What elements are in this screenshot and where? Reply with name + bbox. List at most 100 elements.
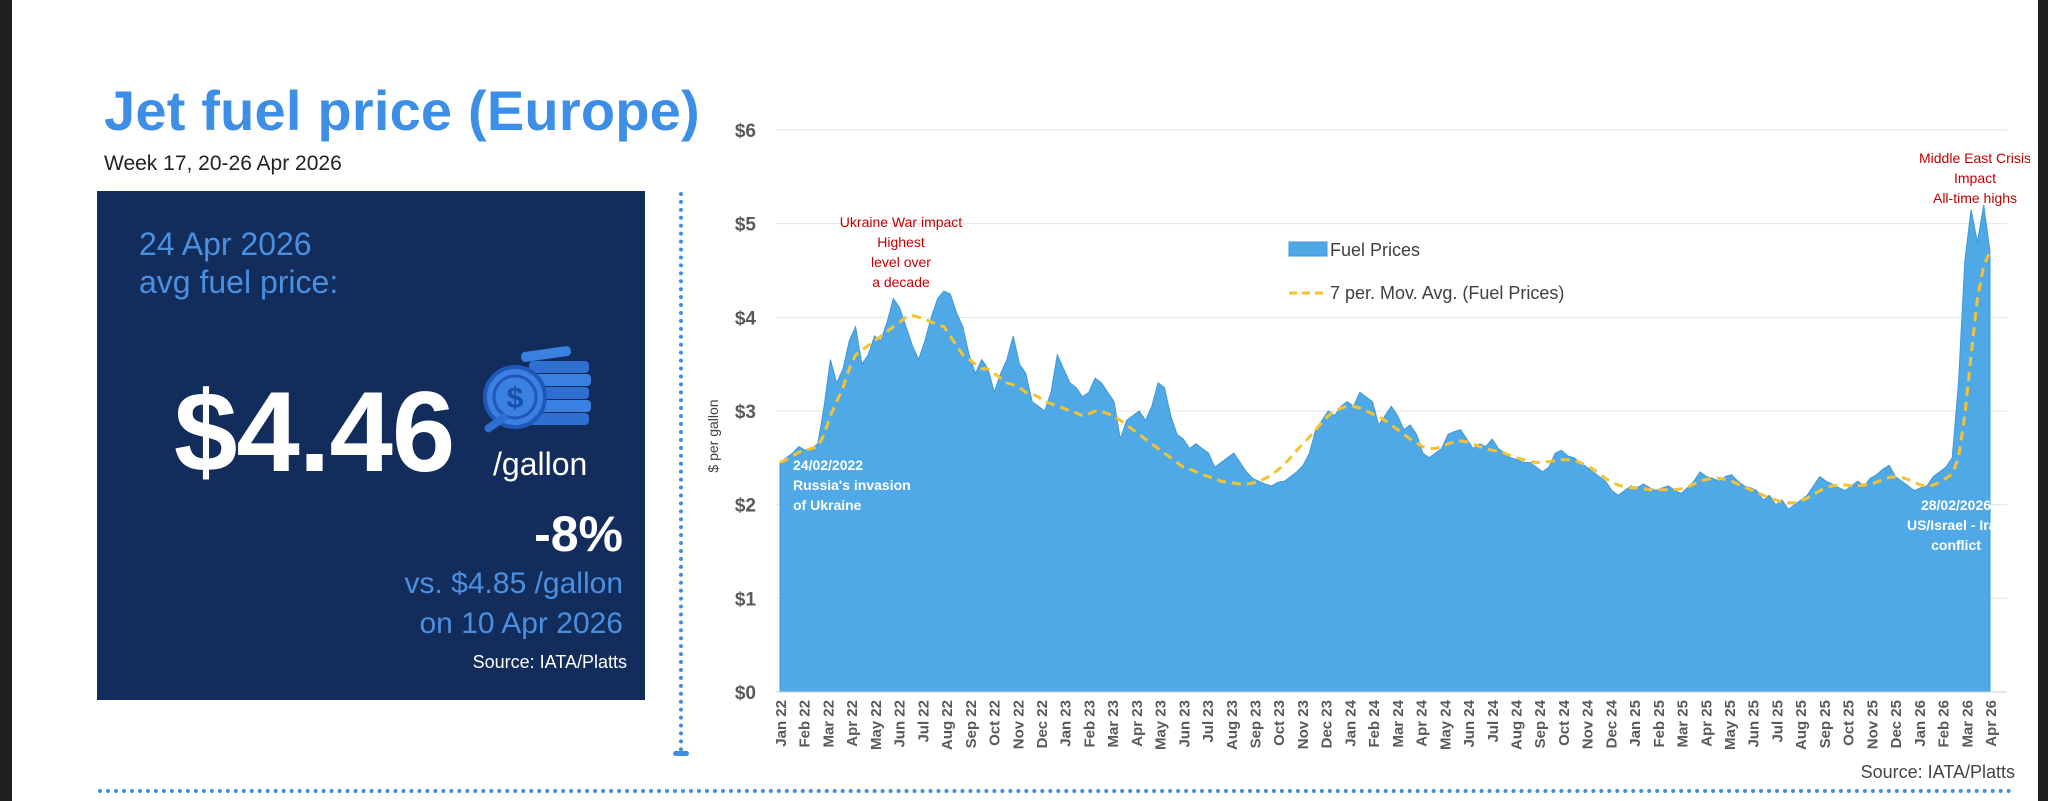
x-tick-label: Mar 25 <box>1675 700 1692 748</box>
x-tick-label: Jun 22 <box>892 700 909 748</box>
chart-annotation: a decade <box>872 274 930 290</box>
x-tick-label: Feb 24 <box>1366 699 1383 747</box>
x-tick-label: Oct 24 <box>1556 699 1573 746</box>
card-source: Source: IATA/Platts <box>472 652 627 672</box>
x-tick-label: Jun 23 <box>1176 700 1193 748</box>
window-edge-left <box>0 0 12 801</box>
x-tick-label: Sep 23 <box>1248 700 1265 748</box>
x-tick-label: Apr 26 <box>1983 700 2000 747</box>
chart-annotation: conflict <box>1931 537 1981 553</box>
x-tick-label: Jun 24 <box>1461 699 1478 747</box>
x-tick-label: May 25 <box>1722 700 1739 750</box>
legend-label-fuel-prices: Fuel Prices <box>1330 240 1420 260</box>
chart-annotation: Impact <box>1954 170 1996 186</box>
x-tick-label: Dec 22 <box>1034 700 1051 748</box>
fuel-price-chart: $0 $1 $2 $3 $4 $5 $6 $ per gallon Jan 22 Feb 22 Ma… <box>705 121 2030 750</box>
chart-annotation: Russia's invasion <box>793 477 911 493</box>
x-tick-label: May 22 <box>868 700 885 750</box>
fuel-price-area <box>779 204 1991 693</box>
y-tick-label: $6 <box>735 121 756 142</box>
vertical-divider-end <box>673 751 689 756</box>
x-tick-label: Aug 22 <box>939 700 956 750</box>
x-tick-label: Jan 24 <box>1342 699 1359 746</box>
vertical-divider <box>679 192 683 752</box>
x-tick-label: Oct 25 <box>1841 700 1858 746</box>
x-tick-label: Jan 26 <box>1912 700 1929 747</box>
compare-line-1: vs. $4.85 /gallon <box>404 567 623 600</box>
legend-label-moving-average: 7 per. Mov. Avg. (Fuel Prices) <box>1330 283 1564 303</box>
x-tick-label: Nov 22 <box>1010 700 1027 749</box>
x-tick-label: Dec 24 <box>1603 699 1620 748</box>
x-tick-label: Mar 22 <box>821 700 838 748</box>
x-tick-label: Mar 26 <box>1959 700 1976 748</box>
x-tick-label: Nov 24 <box>1580 699 1597 749</box>
chart-annotation: of Ukraine <box>793 497 862 513</box>
chart-annotation: Highest <box>877 234 925 250</box>
x-tick-label: Aug 23 <box>1224 700 1241 750</box>
x-tick-label: Sep 25 <box>1817 700 1834 748</box>
x-tick-label: Nov 23 <box>1295 700 1312 749</box>
x-tick-label: Dec 23 <box>1319 700 1336 748</box>
x-tick-label: Jul 23 <box>1200 700 1217 743</box>
page-title: Jet fuel price (Europe) <box>104 79 700 142</box>
coins-dollar-icon: $ <box>481 341 601 456</box>
x-tick-label: Apr 22 <box>844 700 861 747</box>
x-tick-label: May 23 <box>1153 700 1170 750</box>
price-summary-card: 24 Apr 2026 avg fuel price: $4.46 $ /gal… <box>97 191 645 700</box>
week-subtitle: Week 17, 20-26 Apr 2026 <box>104 152 342 175</box>
x-tick-label: Jul 25 <box>1770 700 1787 743</box>
card-label-text: avg fuel price: <box>139 264 339 300</box>
y-axis-label: $ per gallon <box>705 399 721 472</box>
moving-average-line <box>779 251 1992 505</box>
current-price: $4.46 <box>174 369 455 496</box>
x-tick-label: Apr 23 <box>1129 700 1146 747</box>
x-tick-label: Aug 24 <box>1509 699 1526 750</box>
card-label: 24 Apr 2026 avg fuel price: <box>139 225 338 301</box>
chart-annotation: level over <box>871 254 931 270</box>
y-tick-label: $2 <box>735 496 756 517</box>
x-tick-label: Apr 25 <box>1698 700 1715 747</box>
x-tick-label: Dec 25 <box>1888 700 1905 748</box>
x-tick-label: May 24 <box>1437 699 1454 750</box>
chart-annotation: US/Israel - Iran <box>1907 517 2005 533</box>
window-edge-right <box>2038 0 2048 801</box>
x-tick-label: Oct 23 <box>1271 700 1288 746</box>
x-tick-label: Aug 25 <box>1793 700 1810 750</box>
price-unit: /gallon <box>493 446 588 482</box>
chart-source: Source: IATA/Platts <box>1860 762 2015 782</box>
x-tick-label: Nov 25 <box>1864 700 1881 749</box>
x-tick-label: Feb 23 <box>1081 700 1098 748</box>
price-comparison: vs. $4.85 /gallon on 10 Apr 2026 <box>405 564 623 644</box>
compare-line-2: on 10 Apr 2026 <box>419 607 623 640</box>
chart-annotation: Ukraine War impact <box>840 214 963 230</box>
x-tick-label: Mar 24 <box>1390 699 1407 747</box>
card-date: 24 Apr 2026 <box>139 226 312 262</box>
x-tick-label: Jul 24 <box>1485 699 1502 742</box>
x-tick-label: Jun 25 <box>1746 700 1763 748</box>
chart-annotation: 28/02/2026 <box>1921 497 1991 513</box>
x-tick-label: Jan 23 <box>1058 700 1075 747</box>
x-tick-label: Jan 25 <box>1627 700 1644 747</box>
chart-annotation: Middle East Crisis <box>1919 150 2030 166</box>
x-tick-label: Jul 22 <box>915 700 932 743</box>
price-change: -8% <box>534 506 623 562</box>
y-tick-label: $0 <box>735 683 756 704</box>
y-tick-label: $5 <box>735 215 757 236</box>
x-tick-label: Apr 24 <box>1414 699 1431 746</box>
x-tick-label: Feb 25 <box>1651 700 1668 748</box>
horizontal-divider <box>98 789 2013 793</box>
chart-annotation: 24/02/2022 <box>793 457 863 473</box>
x-tick-label: Mar 23 <box>1105 700 1122 748</box>
x-tick-label: Feb 22 <box>797 700 814 748</box>
svg-text:$: $ <box>507 382 524 415</box>
x-tick-label: Oct 22 <box>987 700 1004 746</box>
x-tick-label: Sep 24 <box>1532 699 1549 748</box>
y-tick-label: $1 <box>735 589 757 610</box>
x-tick-label: Feb 26 <box>1936 700 1953 748</box>
y-tick-label: $4 <box>735 308 757 329</box>
legend-swatch-fuel-prices <box>1288 241 1328 257</box>
x-tick-label: Sep 22 <box>963 700 980 748</box>
y-tick-label: $3 <box>735 402 756 423</box>
x-tick-label: Jan 22 <box>773 700 790 747</box>
chart-annotation: All-time highs <box>1933 190 2017 206</box>
